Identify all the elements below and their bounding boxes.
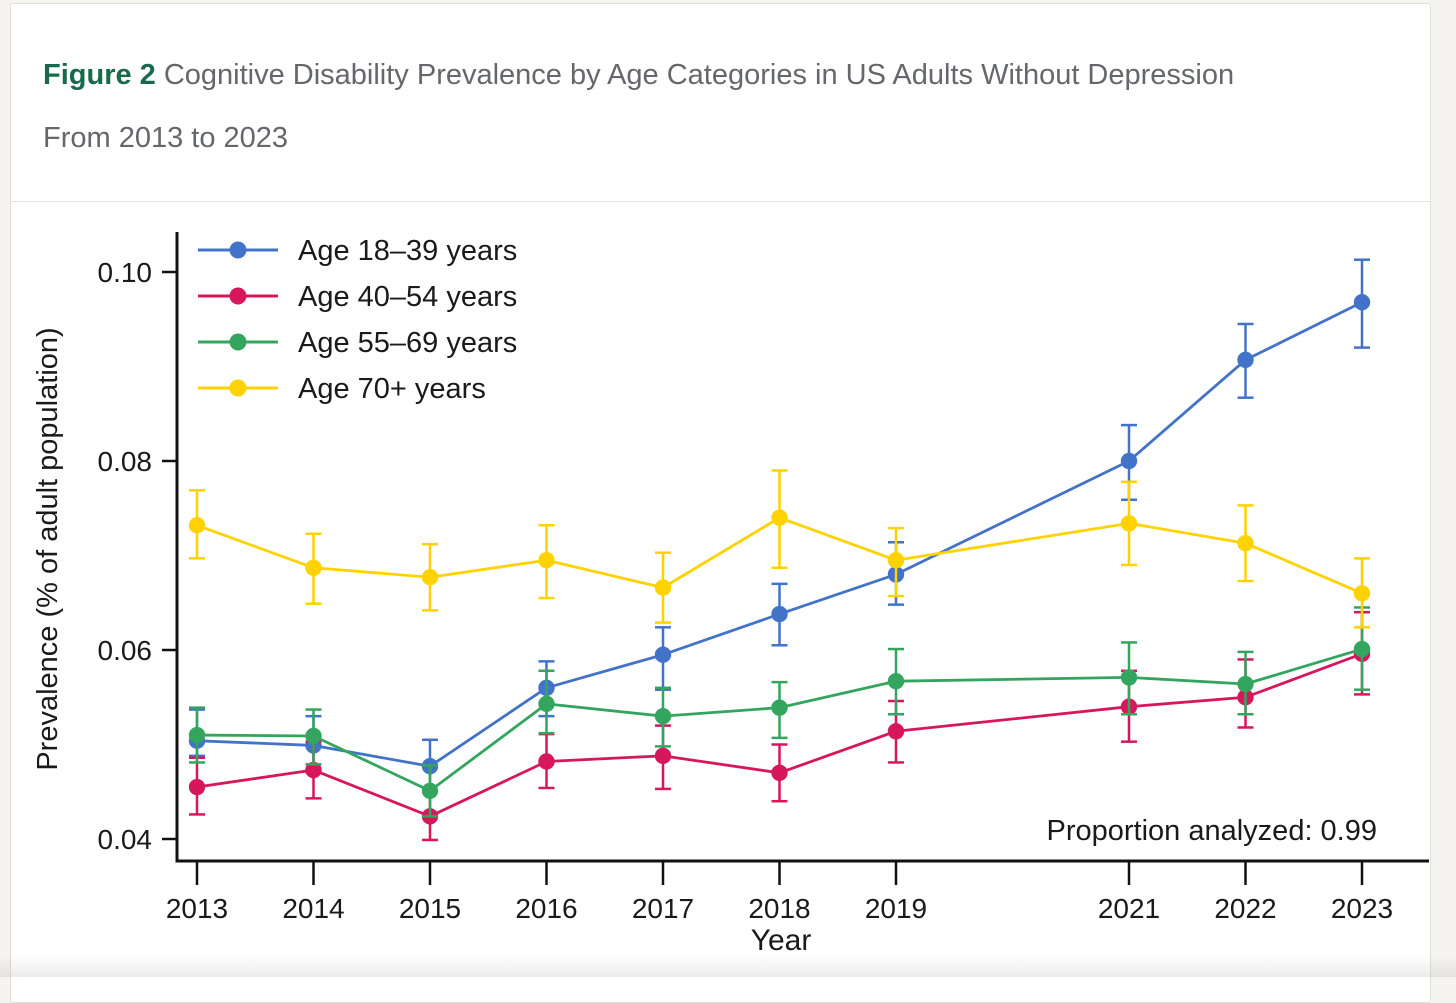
data-point (538, 753, 555, 770)
x-tick-label: 2018 (748, 893, 810, 924)
axis-title-y: Prevalence (% of adult population) (32, 327, 64, 770)
figure-title-text: Cognitive Disability Prevalence by Age C… (163, 59, 1235, 91)
figure-card: Figure 2 Cognitive Disability Prevalence … (10, 3, 1431, 1003)
figure-label: Figure 2 (43, 59, 156, 91)
x-tick-label: 2021 (1098, 893, 1160, 924)
y-tick-label: 0.10 (98, 257, 153, 288)
legend-label: Age 55–69 years (298, 327, 517, 359)
series-line-1 (196, 300, 1363, 768)
data-point (1120, 452, 1138, 470)
legend-dot (229, 379, 247, 397)
data-point (1237, 675, 1254, 693)
data-point (421, 782, 439, 800)
data-point (771, 699, 788, 716)
legend-label: Age 70+ years (298, 373, 486, 405)
prevalence-line-chart: 0.04 0.06 0.08 0.10 2013 2014 2015 2016 2017 2018… (32, 232, 1429, 957)
data-point (771, 509, 788, 526)
data-point (538, 552, 555, 569)
legend-dot (229, 333, 247, 351)
series-line-2 (196, 652, 1363, 818)
figure-title-section: Figure 2 Cognitive Disability Prevalence … (11, 4, 1430, 201)
data-point (1120, 669, 1138, 686)
legend-dot (229, 287, 247, 305)
x-tick-label: 2019 (865, 893, 927, 924)
legend-label: Age 18–39 years (298, 235, 517, 267)
data-point (887, 552, 905, 569)
x-tick-label: 2023 (1331, 893, 1393, 924)
x-tick-label: 2014 (282, 893, 344, 924)
data-point (771, 764, 788, 782)
data-point (1353, 640, 1371, 658)
data-point (887, 723, 905, 740)
data-point (887, 672, 905, 690)
data-point (188, 517, 206, 534)
data-point (654, 747, 672, 765)
series-line-4 (196, 516, 1363, 595)
data-point (188, 778, 206, 796)
data-point (654, 707, 672, 725)
data-point (305, 761, 322, 779)
x-tick-label: 2022 (1214, 893, 1276, 924)
legend-dot (229, 241, 247, 259)
data-point (421, 569, 439, 586)
data-point (1237, 351, 1254, 369)
x-tick-label: 2017 (632, 893, 694, 924)
data-point (538, 695, 555, 713)
data-point (654, 579, 672, 596)
y-tick-label: 0.06 (98, 635, 153, 666)
figure-title-line2: From 2013 to 2023 (43, 122, 289, 154)
data-point (654, 646, 672, 663)
series-line-3 (196, 647, 1363, 793)
legend-label: Age 40–54 years (298, 281, 517, 313)
axis-title-x: Year (751, 924, 812, 957)
data-point (1353, 585, 1371, 602)
data-point (188, 726, 206, 744)
x-tick-label: 2016 (515, 893, 577, 924)
data-point (1237, 535, 1254, 552)
y-tick-label: 0.04 (98, 824, 153, 855)
data-point (305, 727, 322, 745)
y-tick-label: 0.08 (98, 446, 153, 477)
figure-title: Figure 2 Cognitive Disability Prevalence … (43, 44, 1390, 107)
data-point (1120, 515, 1138, 532)
x-tick-label: 2013 (166, 893, 228, 924)
annotation-proportion-analyzed: Proportion analyzed: 0.99 (1047, 815, 1378, 847)
data-point (305, 559, 322, 576)
data-point (771, 605, 788, 623)
x-tick-label: 2015 (399, 893, 461, 924)
chart-area: 0.04 0.06 0.08 0.10 2013 2014 2015 2016 2017 2018… (11, 201, 1430, 979)
data-point (1353, 294, 1371, 311)
